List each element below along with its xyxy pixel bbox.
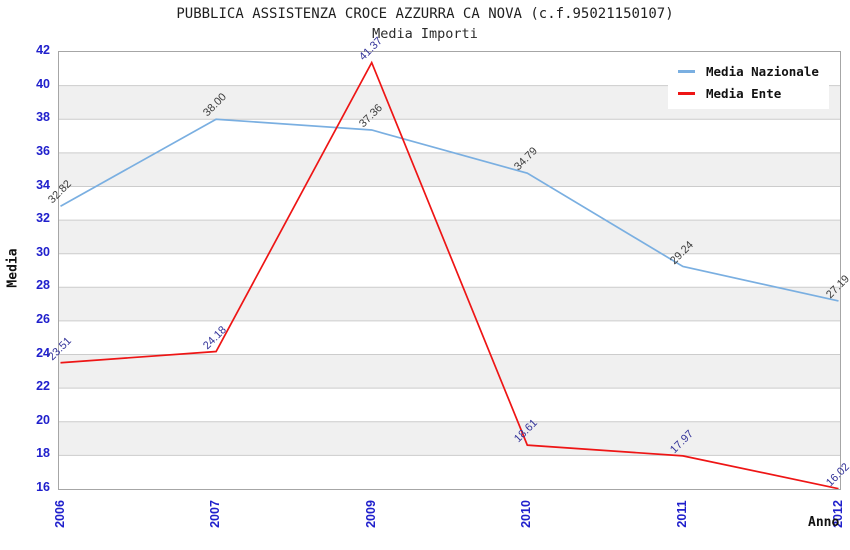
- x-tick-label: 2010: [519, 500, 534, 528]
- grid-band: [59, 421, 840, 456]
- legend-label-media-nazionale: Media Nazionale: [706, 64, 819, 79]
- plot-canvas: [59, 60, 840, 489]
- chart-subtitle: Media Importi: [372, 26, 478, 42]
- legend-line-swatch-ente: [678, 92, 695, 95]
- y-tick-label: 22: [36, 379, 50, 394]
- grid-band: [59, 152, 840, 187]
- y-tick-label: 26: [36, 311, 50, 326]
- legend-item-media-ente: Media Ente: [678, 86, 819, 101]
- y-tick-label: 16: [36, 480, 50, 494]
- x-tick-label: 2006: [52, 500, 67, 528]
- x-axis-title: Anno: [808, 515, 840, 530]
- plot-area: [58, 51, 841, 490]
- y-tick-label: 36: [36, 143, 50, 158]
- y-tick-label: 34: [36, 177, 50, 192]
- x-tick-label: 2011: [674, 500, 689, 528]
- chart-title: PUBBLICA ASSISTENZA CROCE AZZURRA CA NOV…: [176, 6, 674, 22]
- legend-label-media-ente: Media Ente: [706, 86, 782, 101]
- y-tick-label: 40: [36, 76, 50, 91]
- grid-band: [59, 220, 840, 254]
- series-line-1: [60, 60, 839, 489]
- legend-item-media-nazionale: Media Nazionale: [678, 64, 819, 79]
- y-axis-title: Media: [5, 248, 21, 288]
- grid-band: [59, 354, 840, 389]
- y-tick-label: 24: [36, 345, 50, 360]
- y-tick-label: 38: [36, 110, 50, 125]
- x-tick-label: 2007: [208, 500, 223, 528]
- series-line-0: [60, 118, 839, 302]
- legend: Media Nazionale Media Ente: [668, 57, 829, 109]
- y-tick-label: 32: [36, 211, 50, 226]
- legend-line-swatch-nazionale: [678, 70, 695, 73]
- y-tick-label: 20: [36, 412, 50, 427]
- y-tick-label: 18: [36, 446, 50, 461]
- y-tick-label: 42: [36, 43, 50, 57]
- x-tick-label: 2009: [363, 500, 378, 528]
- grid-band: [59, 287, 840, 321]
